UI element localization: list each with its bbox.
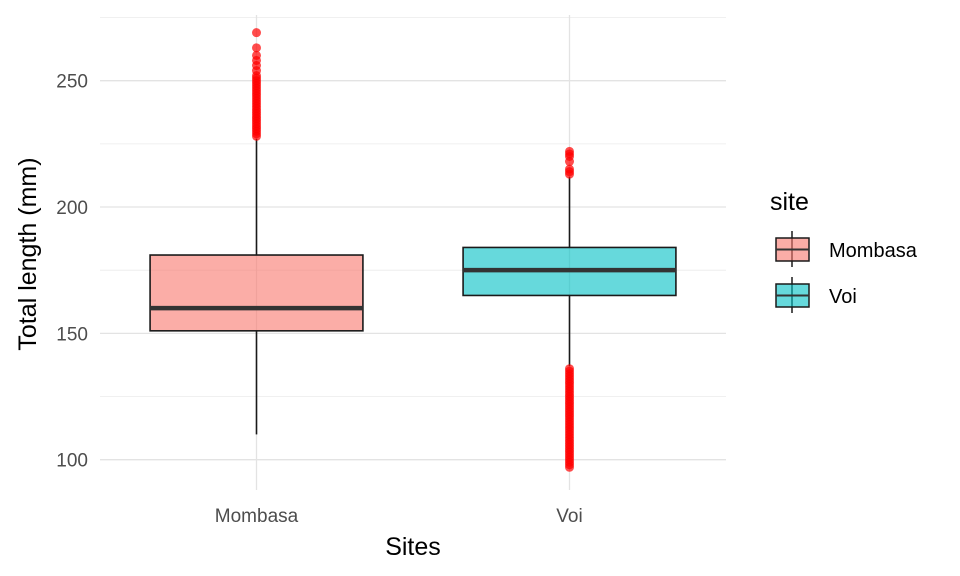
outlier-point xyxy=(565,146,574,156)
y-tick-label: 250 xyxy=(56,72,88,93)
outlier-point xyxy=(252,50,261,60)
y-tick-label: 150 xyxy=(56,324,88,345)
x-tick-labels: Mombasa Voi xyxy=(215,506,583,527)
y-tick-labels: 100 150 200 250 xyxy=(56,72,88,472)
outlier-point xyxy=(252,43,261,53)
legend-key-voi xyxy=(775,277,810,313)
x-tick-label: Voi xyxy=(556,506,582,527)
legend-key-mombasa xyxy=(775,231,810,267)
box-voi xyxy=(462,176,677,367)
legend-label: Voi xyxy=(829,286,857,308)
box-iqr xyxy=(149,254,364,332)
outlier-point xyxy=(565,364,574,374)
outlier-points xyxy=(252,28,574,472)
outlier-point xyxy=(252,28,261,38)
outlier-point xyxy=(565,164,574,174)
y-tick-label: 200 xyxy=(56,198,88,219)
y-tick-label: 100 xyxy=(56,451,88,472)
box-series xyxy=(149,138,677,435)
legend-label: Mombasa xyxy=(829,240,918,262)
y-axis-title: Total length (mm) xyxy=(14,157,42,350)
x-tick-label: Mombasa xyxy=(215,506,299,527)
legend-title: site xyxy=(770,188,809,216)
x-axis-title: Sites xyxy=(385,533,441,561)
box-mombasa xyxy=(149,138,364,435)
legend: site Mombasa Voi xyxy=(770,188,918,313)
